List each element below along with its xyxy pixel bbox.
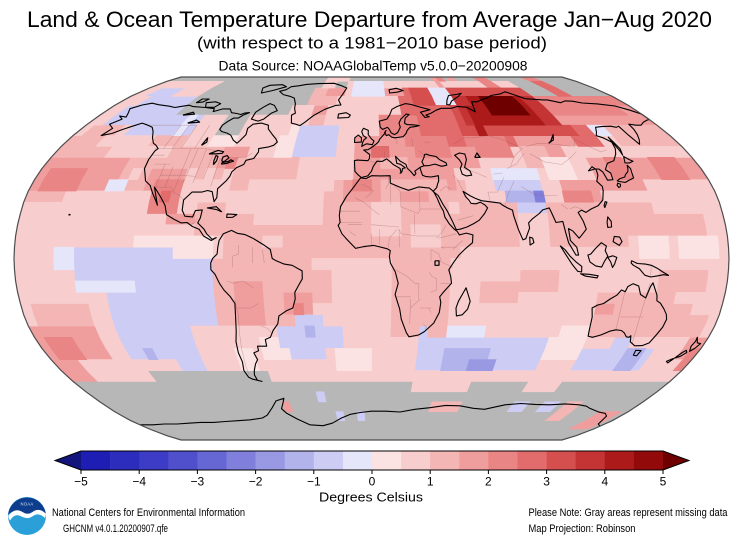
svg-text:1: 1	[427, 475, 434, 489]
svg-text:3: 3	[543, 475, 550, 489]
svg-text:GHCNM v4.0.1.20200907.qfe: GHCNM v4.0.1.20200907.qfe	[63, 523, 168, 535]
svg-text:−1: −1	[307, 475, 321, 489]
svg-text:4: 4	[601, 475, 608, 489]
svg-text:(with respect to a 1981−2010 b: (with respect to a 1981−2010 base period…	[197, 34, 547, 53]
svg-text:0: 0	[369, 475, 376, 489]
svg-text:National Centers for Environme: National Centers for Environmental Infor…	[52, 507, 245, 519]
svg-text:NOAA: NOAA	[20, 502, 33, 507]
svg-text:−2: −2	[249, 475, 263, 489]
svg-text:Land & Ocean Temperature Depar: Land & Ocean Temperature Departure from …	[27, 7, 712, 32]
svg-text:−5: −5	[74, 475, 88, 489]
svg-text:Please Note: Gray areas repres: Please Note: Gray areas represent missin…	[529, 507, 728, 519]
svg-text:Data Source: NOAAGlobalTemp v5: Data Source: NOAAGlobalTemp v5.0.0−20200…	[219, 58, 528, 74]
svg-text:−4: −4	[132, 475, 146, 489]
svg-text:Degrees Celsius: Degrees Celsius	[319, 490, 424, 505]
svg-text:2: 2	[485, 475, 492, 489]
svg-text:Map Projection: Robinson: Map Projection: Robinson	[529, 523, 636, 535]
svg-text:−3: −3	[191, 475, 205, 489]
svg-text:5: 5	[660, 475, 667, 489]
